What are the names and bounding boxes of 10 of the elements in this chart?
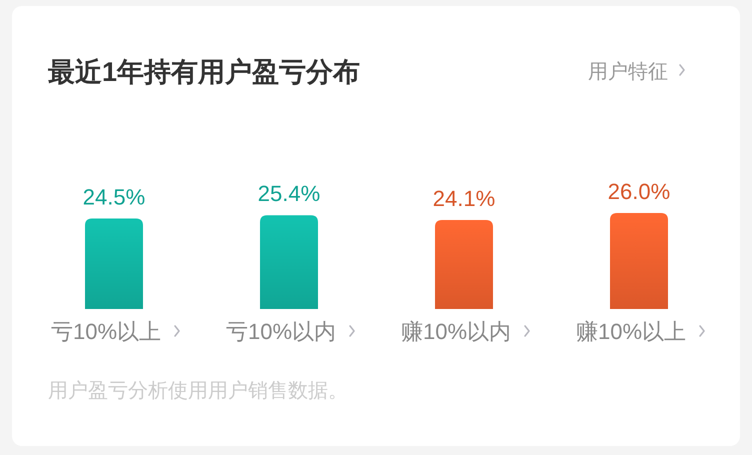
annotation: 用户特征 (588, 61, 668, 83)
data-label: 26.0% (608, 179, 670, 204)
category-label: 赚10%以内 (400, 319, 512, 344)
category-label: 赚10%以上 (576, 319, 686, 344)
category-label: 亏10%以内 (226, 319, 336, 344)
category-label: 亏10%以上 (50, 319, 162, 344)
data-label: 25.4% (258, 181, 320, 206)
data-label: 24.1% (432, 186, 496, 212)
data-label: 24.5% (82, 184, 146, 210)
title: 最近1年持有用户盈亏分布 (48, 57, 360, 87)
